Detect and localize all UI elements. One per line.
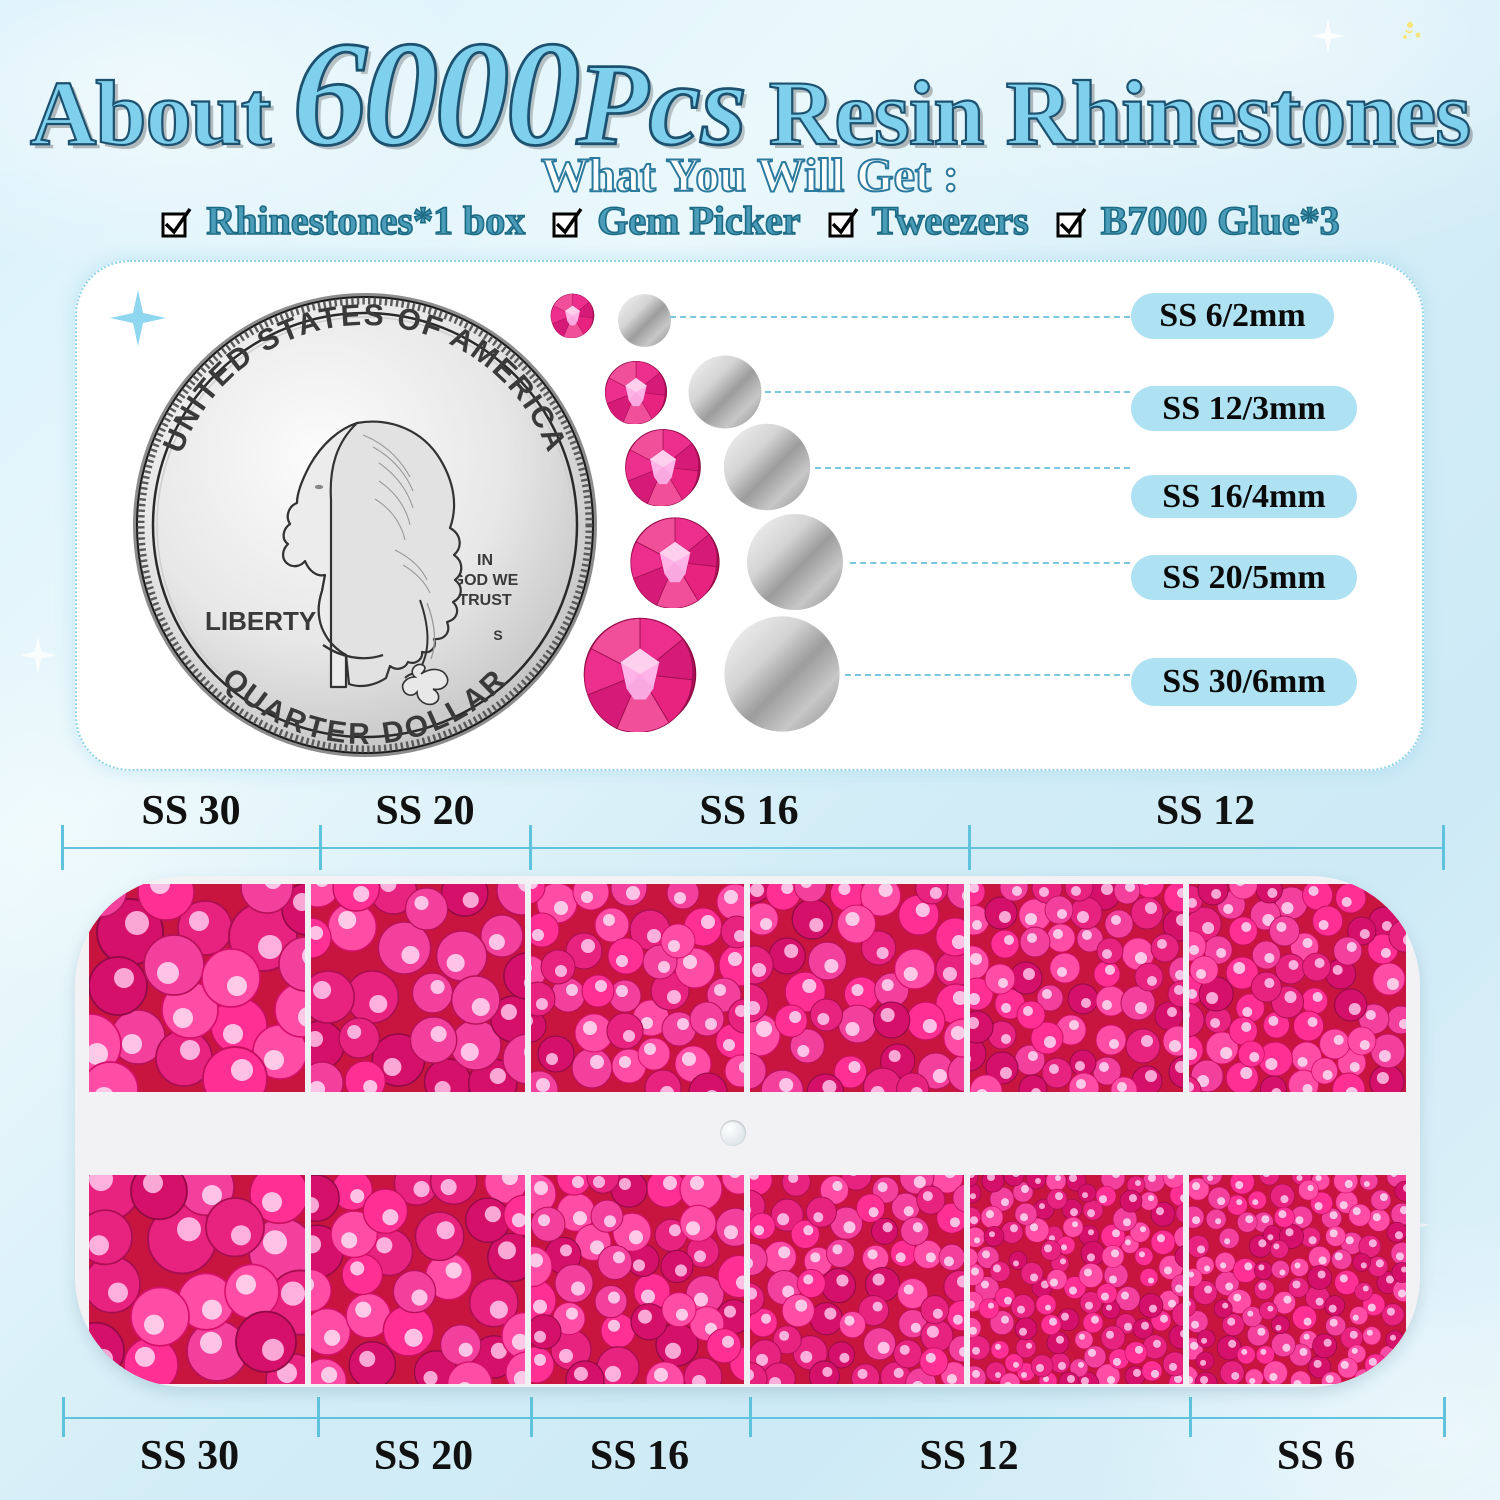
- svg-text:GOD WE: GOD WE: [452, 572, 519, 589]
- svg-text:LIBERTY: LIBERTY: [205, 606, 316, 636]
- svg-text:IN: IN: [477, 552, 493, 569]
- svg-text:TRUST: TRUST: [458, 592, 512, 609]
- svg-text:S: S: [493, 627, 502, 643]
